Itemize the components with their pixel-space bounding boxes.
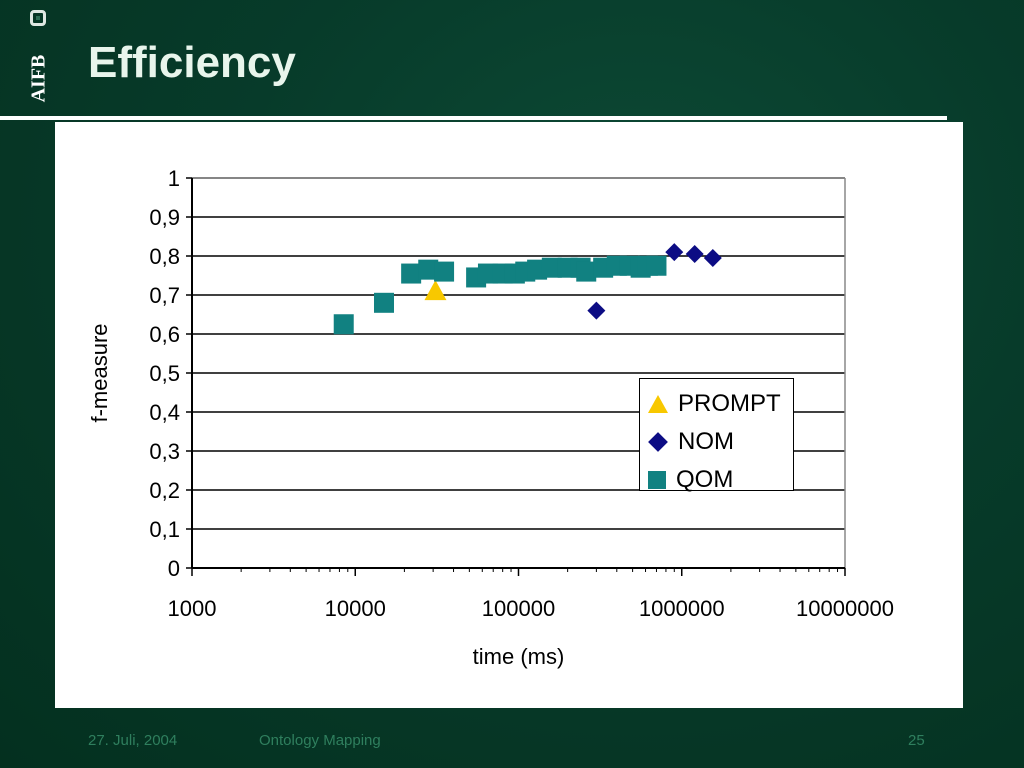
nom-point <box>703 248 722 267</box>
y-axis-title: f-measure <box>87 323 112 422</box>
legend-item-prompt: PROMPT <box>648 385 793 423</box>
legend-item-qom: QOM <box>648 461 793 499</box>
y-tick-label: 0,5 <box>149 361 180 386</box>
y-tick-label: 1 <box>168 166 180 191</box>
diamond-icon <box>648 432 668 452</box>
legend-label-qom: QOM <box>676 466 734 493</box>
y-tick-label: 0,8 <box>149 244 180 269</box>
efficiency-chart: 0 0,1 0,2 0,3 0,4 0,5 0,6 0,7 0,8 0,9 1 1000 10000 10… <box>87 166 894 669</box>
nom-point <box>587 301 606 320</box>
footer-page-number: 25 <box>908 732 925 749</box>
chart-panel: 0 0,1 0,2 0,3 0,4 0,5 0,6 0,7 0,8 0,9 1 1000 10000 10… <box>55 122 963 708</box>
qom-point <box>418 259 439 280</box>
y-tick-label: 0,9 <box>149 205 180 230</box>
x-tick-label: 100000 <box>482 596 555 621</box>
qom-point <box>576 261 597 282</box>
x-tick-label: 10000000 <box>796 596 894 621</box>
y-tick-label: 0,1 <box>149 517 180 542</box>
qom-point <box>434 261 455 282</box>
qom-point <box>333 314 354 335</box>
x-tick-label: 1000 <box>168 596 217 621</box>
x-axis-title: time (ms) <box>473 644 565 669</box>
x-tick-label: 1000000 <box>639 596 725 621</box>
aifb-logo-icon <box>30 10 46 26</box>
y-tick-label: 0,6 <box>149 322 180 347</box>
qom-point <box>646 255 667 276</box>
qom-point <box>373 292 394 313</box>
legend-label-nom: NOM <box>678 428 734 455</box>
legend-label-prompt: PROMPT <box>678 390 781 417</box>
square-icon <box>648 471 666 489</box>
slide-title: Efficiency <box>88 38 296 87</box>
qom-point <box>541 257 562 278</box>
prompt-point <box>424 280 447 301</box>
aifb-logo-text: AIFB <box>27 54 50 102</box>
nom-point <box>685 245 704 264</box>
y-tick-label: 0,2 <box>149 478 180 503</box>
qom-point <box>401 263 422 284</box>
nom-point <box>665 243 684 262</box>
y-tick-label: 0,7 <box>149 283 180 308</box>
footer-date: 27. Juli, 2004 <box>88 732 178 749</box>
y-tick-label: 0,3 <box>149 439 180 464</box>
y-tick-label: 0,4 <box>149 400 180 425</box>
footer-topic: Ontology Mapping <box>259 732 381 749</box>
legend-item-nom: NOM <box>648 423 793 461</box>
triangle-icon <box>648 395 668 413</box>
x-tick-label: 10000 <box>325 596 386 621</box>
title-divider <box>0 116 947 120</box>
chart-legend: PROMPT NOM QOM <box>639 378 794 493</box>
y-tick-label: 0 <box>168 556 180 581</box>
